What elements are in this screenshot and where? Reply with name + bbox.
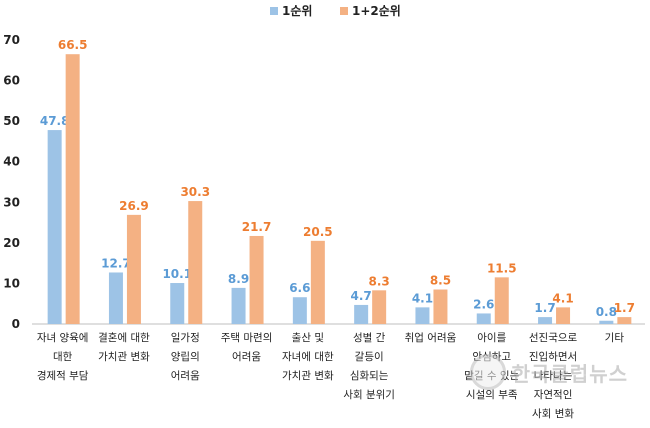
x-category-label-line: 경제적 부담	[37, 369, 89, 382]
data-label: 0.8	[596, 305, 617, 319]
data-label: 2.6	[473, 297, 494, 311]
data-label: 4.7	[351, 289, 372, 303]
bar-rank1	[170, 283, 185, 324]
globe-icon	[469, 354, 506, 390]
legend-swatch	[340, 7, 348, 15]
bar-rank12	[126, 214, 141, 324]
x-category-label-line: 대한	[53, 351, 73, 363]
x-category-label-line: 아이를	[477, 332, 506, 344]
x-category-label-line: 결혼에 대한	[98, 331, 150, 344]
y-tick-label: 20	[3, 236, 20, 250]
y-tick-label: 0	[12, 317, 20, 331]
bar-rank12	[433, 289, 448, 324]
data-label: 66.5	[58, 38, 88, 52]
data-label: 12.7	[101, 256, 131, 270]
y-tick-label: 40	[3, 155, 20, 169]
x-category-label-line: 심화되는	[350, 370, 389, 382]
legend-item: 1+2순위	[340, 4, 401, 18]
bar-rank12	[556, 307, 571, 324]
data-label: 10.1	[162, 267, 192, 281]
legend-label: 1순위	[282, 4, 312, 18]
x-category-label-line: 진입하면서	[529, 350, 577, 363]
watermark: 한국클럽뉴스	[469, 354, 628, 390]
x-category-label-line: 어려움	[171, 370, 200, 382]
bar-rank12	[310, 240, 325, 324]
x-category-label-line: 어려움	[232, 351, 261, 363]
data-label: 6.6	[289, 281, 310, 295]
x-category-label-line: 양립의	[171, 350, 200, 363]
x-category-label-line: 일가정	[171, 331, 200, 344]
bar-rank12	[65, 54, 80, 324]
data-label: 20.5	[303, 225, 333, 239]
x-category-label-line: 선진국으로	[529, 332, 578, 344]
legend-label: 1+2순위	[352, 4, 401, 18]
x-category-label-line: 사회 변화	[532, 408, 574, 420]
x-category-label-line: 성별 간	[353, 332, 386, 344]
bar-rank12	[188, 201, 203, 324]
y-tick-label: 10	[3, 276, 20, 290]
bar-rank12	[617, 317, 632, 324]
x-category-label-line: 기타	[605, 332, 625, 344]
x-category-label-line: 가치관 변화	[98, 351, 150, 363]
y-tick-label: 30	[3, 195, 20, 209]
bar-rank1	[599, 320, 614, 324]
data-label: 1.7	[534, 301, 555, 315]
data-label: 8.3	[369, 274, 390, 288]
y-tick-label: 50	[3, 114, 20, 128]
data-label: 8.5	[430, 274, 451, 288]
bar-rank1	[476, 313, 491, 324]
x-category-label-line: 가치관 변화	[282, 370, 334, 382]
bar-rank1	[47, 130, 62, 324]
data-label: 1.7	[614, 301, 635, 315]
x-category-label-line: 자녀에 대한	[282, 351, 334, 363]
x-category-label-line: 자녀 양육에	[37, 332, 89, 344]
x-category-label-line: 나타나는	[534, 370, 573, 382]
data-label: 26.9	[119, 199, 149, 213]
bar-rank1	[108, 272, 123, 324]
data-label: 30.3	[180, 185, 210, 199]
bar-rank12	[494, 277, 509, 324]
x-category-label-line: 출산 및	[292, 332, 324, 344]
bar-rank1	[538, 317, 553, 324]
watermark-text: 한국클럽뉴스	[511, 361, 628, 386]
bar-rank1	[231, 287, 246, 324]
x-category-label-line: 취업 어려움	[405, 331, 457, 344]
y-tick-label: 70	[3, 33, 20, 47]
bar-rank12	[249, 235, 264, 324]
legend-item: 1순위	[270, 4, 312, 18]
bar-rank1	[354, 304, 369, 324]
data-label: 4.1	[552, 291, 573, 305]
x-category-label-line: 갈등이	[355, 350, 384, 363]
y-tick-label: 60	[3, 74, 20, 88]
data-label: 47.8	[40, 114, 70, 128]
x-category-label-line: 주택 마련의	[221, 332, 273, 344]
data-label: 4.1	[412, 291, 433, 305]
x-category-label-line: 시설의 부족	[466, 389, 518, 401]
bar-rank1	[292, 297, 307, 324]
legend-swatch	[270, 7, 278, 15]
x-category-label-line: 자연적인	[534, 389, 573, 401]
data-label: 8.9	[228, 272, 249, 286]
x-category-label: 취업 어려움	[405, 331, 457, 344]
bar-rank12	[372, 290, 387, 324]
data-label: 11.5	[487, 261, 517, 275]
x-category-label: 기타	[605, 332, 625, 344]
x-category-label-line: 사회 분위기	[343, 388, 395, 401]
data-label: 21.7	[242, 220, 272, 234]
bar-rank1	[415, 307, 430, 324]
